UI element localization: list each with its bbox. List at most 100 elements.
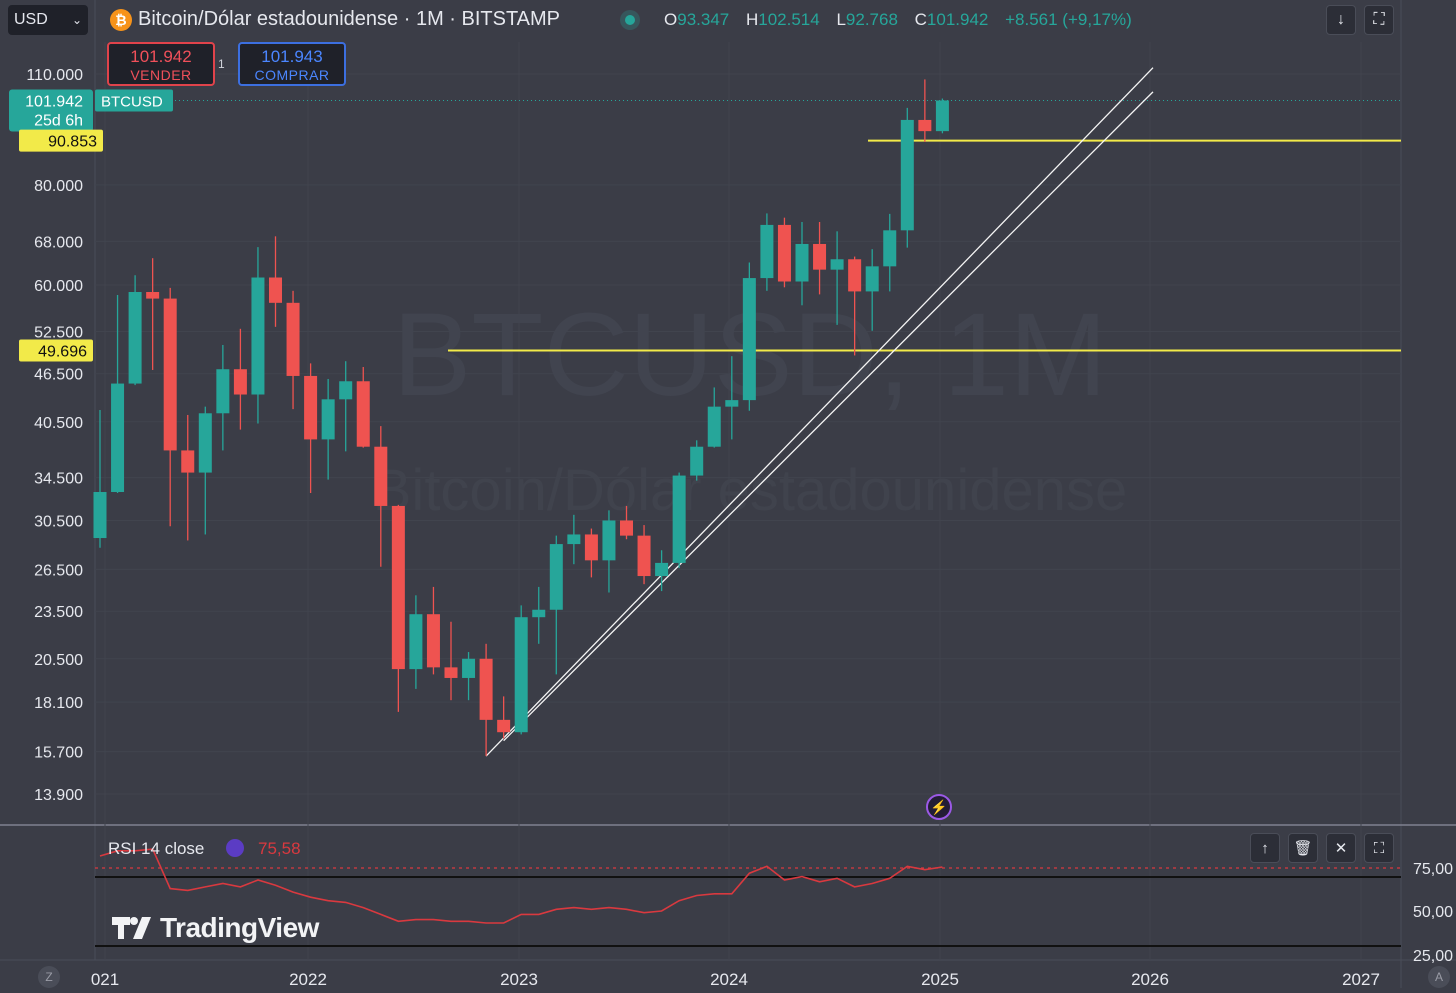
open-value: 93.347: [677, 10, 730, 29]
candle-body-up: [795, 243, 809, 282]
candle-body-up: [93, 492, 107, 539]
level-lower-badge-bg: [19, 339, 93, 362]
open-label: O: [664, 10, 678, 29]
price-tick-label: 34.500: [34, 471, 83, 488]
bitcoin-icon: ₿: [110, 9, 132, 31]
candle-body-up: [742, 278, 756, 401]
candle-body-up: [760, 224, 774, 279]
candle-body-up: [725, 400, 739, 407]
candle-body-up: [128, 292, 142, 384]
sell-button[interactable]: 101.942 VENDER: [107, 42, 215, 86]
candle-body-up: [935, 100, 949, 132]
candle-body-up: [883, 230, 897, 267]
candle-body-down: [286, 302, 300, 376]
candle-body-up: [216, 369, 230, 414]
countdown-label: 25d 6h: [34, 112, 83, 129]
price-tick-label: 80.000: [34, 178, 83, 195]
candle-body-up: [567, 534, 581, 545]
buy-button[interactable]: 101.943 COMPRAR: [238, 42, 346, 86]
chevron-down-icon: ⌄: [71, 13, 82, 27]
rsi-tick-label: 25,00: [1413, 948, 1453, 965]
candle-body-up: [655, 562, 669, 577]
high-value: 102.514: [758, 10, 820, 29]
price-tick-label: 13.900: [34, 787, 83, 804]
market-open-status-icon[interactable]: [620, 10, 640, 30]
spread-value: 1: [218, 57, 225, 71]
candle-body-down: [620, 520, 633, 536]
price-tick-label: 20.500: [34, 652, 83, 669]
sell-label: VENDER: [130, 67, 192, 83]
candle-body-up: [865, 266, 879, 292]
price-tick-label: 18.100: [34, 695, 83, 712]
tradingview-logo-text: TradingView: [160, 912, 319, 943]
price-tick-label: 110.000: [26, 67, 83, 84]
collapse-pane-icon[interactable]: ✕: [1326, 833, 1356, 863]
candle-body-up: [532, 609, 546, 618]
candle-body-up: [462, 658, 476, 678]
auto-scale-button[interactable]: A: [1428, 966, 1450, 988]
maximize-pane-icon[interactable]: ⛶: [1364, 833, 1394, 863]
time-tick-label: 2023: [500, 970, 538, 988]
high-label: H: [745, 10, 759, 29]
candle-body-down: [848, 259, 862, 292]
candle-body-up: [707, 406, 721, 447]
change-value: +8.561 (+9,17%): [1005, 10, 1132, 29]
candle-body-up: [672, 475, 686, 563]
candle-body-down: [163, 298, 177, 451]
symbol-tag-label: BTCUSD: [101, 93, 163, 110]
candle-body-down: [426, 614, 440, 668]
rsi-settings-dot-icon[interactable]: [226, 839, 244, 857]
rsi-title[interactable]: RSI 14 close: [108, 839, 205, 858]
close-value: 101.942: [926, 10, 989, 29]
lightning-event-icon[interactable]: ⚡: [926, 794, 952, 820]
time-tick-label: 2024: [710, 970, 748, 988]
low-value: 92.768: [845, 10, 898, 29]
candle-body-down: [813, 243, 827, 270]
candle-body-down: [497, 719, 511, 733]
ohlc-values: O93.347 H102.514 L92.768 C101.942 +8.561…: [664, 10, 1144, 30]
price-tick-label: 68.000: [34, 234, 83, 251]
candle-body-down: [356, 381, 370, 447]
trendline: [503, 91, 1154, 742]
rsi-pane: 75,00 50,00 25,00: [95, 848, 1453, 965]
watermark-description: Bitcoin/Dólar estadounidense: [373, 458, 1127, 523]
candle-body-down: [584, 534, 598, 561]
timezone-button[interactable]: Z: [38, 966, 60, 988]
maximize-pane-icon[interactable]: ⛶: [1364, 5, 1394, 35]
time-tick-label: 2026: [1131, 970, 1169, 988]
candle-body-up: [830, 259, 844, 270]
level-upper-badge: 90.853: [48, 134, 97, 151]
tradingview-logo[interactable]: TradingView: [110, 912, 319, 944]
candle-body-up: [690, 446, 704, 476]
candle-body-down: [479, 658, 493, 720]
price-tick-label: 15.700: [34, 745, 83, 762]
candle-body-down: [777, 224, 791, 282]
candle-body-down: [637, 535, 651, 577]
price-tick-label: 60.000: [34, 278, 83, 295]
move-pane-up-icon[interactable]: ↑: [1250, 833, 1280, 863]
time-tick-label: 2022: [289, 970, 327, 988]
candle-body-down: [918, 119, 932, 132]
last-price-label: 101.942: [25, 93, 83, 110]
candle-body-up: [409, 614, 423, 670]
candle-body-down: [146, 292, 160, 299]
price-axis: 110.000 80.000 68.000 60.000 52.500 46.500 40.…: [9, 67, 173, 804]
time-tick-label: 2025: [921, 970, 959, 988]
candle-body-up: [339, 381, 353, 400]
candle-body-up: [549, 544, 563, 610]
candle-body-up: [514, 617, 528, 733]
download-arrow-icon[interactable]: ↓: [1326, 5, 1356, 35]
candle-body-up: [321, 399, 335, 440]
price-tick-label: 26.500: [34, 562, 83, 579]
currency-dropdown[interactable]: USD ⌄: [8, 5, 88, 35]
candle-body-down: [304, 375, 318, 440]
price-tick-label: 46.500: [34, 367, 83, 384]
level-lower-badge: 49.696: [38, 344, 87, 361]
sell-price: 101.942: [130, 47, 192, 66]
delete-pane-icon[interactable]: 🗑: [1288, 833, 1318, 863]
symbol-title[interactable]: Bitcoin/Dólar estadounidense · 1M · BITS…: [138, 8, 561, 30]
rsi-line: [99, 848, 943, 924]
price-tick-label: 52.500: [34, 324, 83, 341]
